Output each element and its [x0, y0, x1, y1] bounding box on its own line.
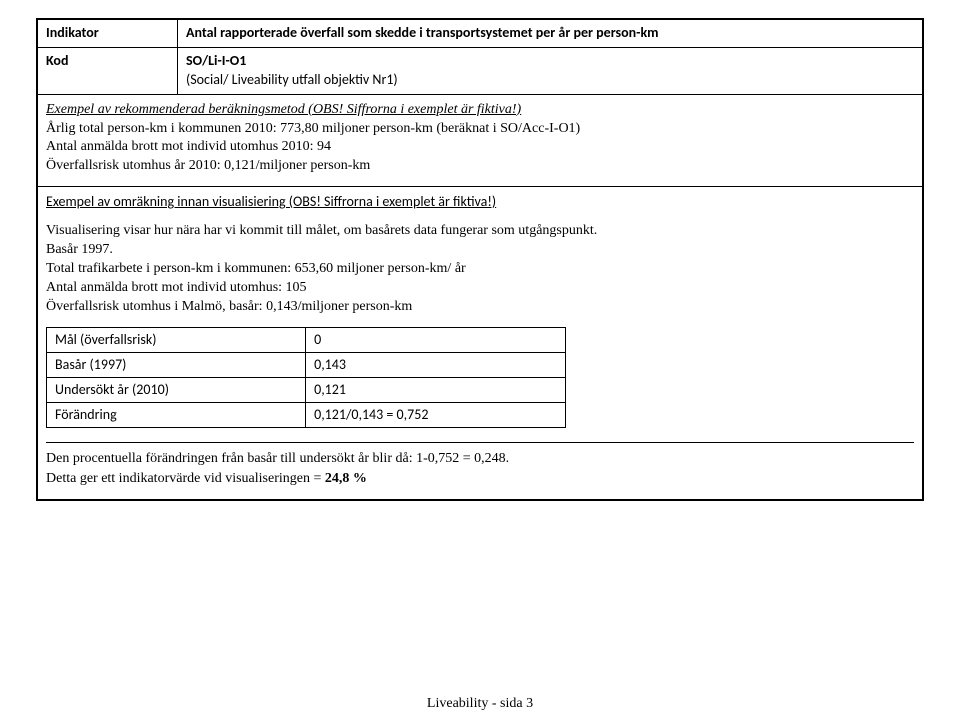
- table-row: Mål (överfallsrisk) 0: [47, 327, 566, 352]
- viz-p5: Överfallsrisk utomhus i Malmö, basår: 0,…: [46, 298, 914, 317]
- cell-change-label: Förändring: [47, 403, 306, 428]
- viz-p3: Total trafikarbete i person-km i kommune…: [46, 260, 914, 279]
- cell-goal-label: Mål (överfallsrisk): [47, 327, 306, 352]
- kod-value: SO/Li-I-O1: [186, 52, 246, 69]
- conclusion-line-1: Den procentuella förändringen från basår…: [46, 449, 914, 469]
- example-method-heading: Exempel av rekommenderad beräkningsmetod…: [46, 101, 914, 120]
- cell-baseyear-label: Basår (1997): [47, 352, 306, 377]
- cell-examyear-value: 0,121: [306, 377, 566, 402]
- page-footer: Liveability - sida 3: [0, 696, 960, 712]
- kod-sub: (Social/ Liveability utfall objektiv Nr1…: [186, 71, 398, 88]
- conclusion-line-2a: Detta ger ett indikatorvärde vid visuali…: [46, 471, 325, 486]
- indikator-label: Indikator: [38, 20, 178, 48]
- page: Indikator Antal rapporterade överfall so…: [0, 0, 960, 724]
- viz-p2: Basår 1997.: [46, 241, 914, 260]
- method-line-1: Årlig total person-km i kommunen 2010: 7…: [46, 120, 914, 139]
- example-method-block: Exempel av rekommenderad beräkningsmetod…: [37, 95, 923, 188]
- header-table: Indikator Antal rapporterade överfall so…: [37, 19, 923, 95]
- indikator-text: Antal rapporterade överfall som skedde i…: [186, 24, 659, 41]
- indikator-value: Antal rapporterade överfall som skedde i…: [178, 20, 923, 48]
- cell-change-value: 0,121/0,143 = 0,752: [306, 403, 566, 428]
- table-row: Undersökt år (2010) 0,121: [47, 377, 566, 402]
- table-row: Kod SO/Li-I-O1 (Social/ Liveability utfa…: [38, 47, 923, 94]
- conclusion-result: 24,8 %: [325, 471, 367, 486]
- kod-value-cell: SO/Li-I-O1 (Social/ Liveability utfall o…: [178, 47, 923, 94]
- document-frame: Indikator Antal rapporterade överfall so…: [36, 18, 924, 501]
- viz-p1: Visualisering visar hur nära har vi komm…: [46, 222, 914, 241]
- table-row: Förändring 0,121/0,143 = 0,752: [47, 403, 566, 428]
- table-row: Indikator Antal rapporterade överfall so…: [38, 20, 923, 48]
- kod-label: Kod: [38, 47, 178, 94]
- method-line-2: Antal anmälda brott mot individ utomhus …: [46, 138, 914, 157]
- example-viz-heading: Exempel av omräkning innan visualisierin…: [46, 193, 914, 212]
- conclusion-line-2: Detta ger ett indikatorvärde vid visuali…: [46, 469, 914, 489]
- example-viz-block: Exempel av omräkning innan visualisierin…: [37, 186, 923, 499]
- table-row: Basår (1997) 0,143: [47, 352, 566, 377]
- cell-goal-value: 0: [306, 327, 566, 352]
- cell-examyear-label: Undersökt år (2010): [47, 377, 306, 402]
- viz-p4: Antal anmälda brott mot individ utomhus:…: [46, 279, 914, 298]
- conclusion-block: Den procentuella förändringen från basår…: [46, 442, 914, 488]
- cell-baseyear-value: 0,143: [306, 352, 566, 377]
- method-line-3: Överfallsrisk utomhus år 2010: 0,121/mil…: [46, 157, 914, 176]
- results-table: Mål (överfallsrisk) 0 Basår (1997) 0,143…: [46, 327, 566, 429]
